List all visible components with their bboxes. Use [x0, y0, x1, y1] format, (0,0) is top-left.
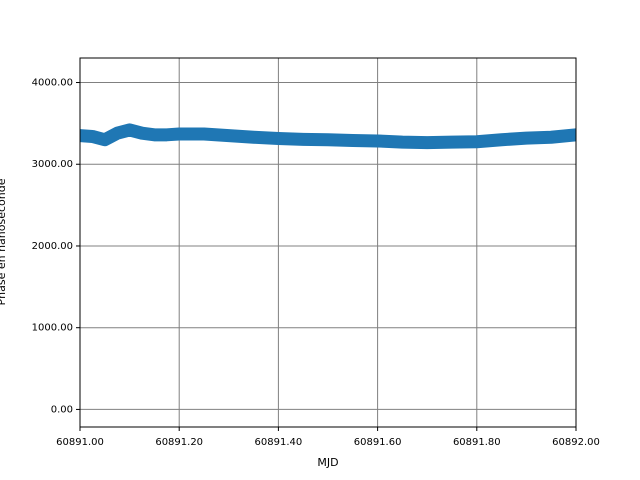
y-tick-label: 0.00: [51, 404, 73, 415]
x-tick-label: 60891.00: [56, 437, 104, 448]
plot-frame: [79, 57, 577, 428]
x-tick-label: 60891.40: [255, 437, 303, 448]
x-tick-label: 60892.00: [552, 437, 600, 448]
x-axis-label: MJD: [317, 456, 338, 469]
data-line: [80, 123, 576, 150]
y-axis-label: Phase en nanoseconde: [0, 178, 8, 305]
x-tick-label: 60891.80: [453, 437, 501, 448]
y-tick-label: 1000.00: [32, 323, 73, 334]
x-tick-label: 60891.60: [354, 437, 402, 448]
y-tick-label: 2000.00: [32, 241, 73, 252]
x-tick-label: 60891.20: [155, 437, 203, 448]
y-tick-label: 3000.00: [32, 159, 73, 170]
y-tick-label: 4000.00: [32, 78, 73, 89]
